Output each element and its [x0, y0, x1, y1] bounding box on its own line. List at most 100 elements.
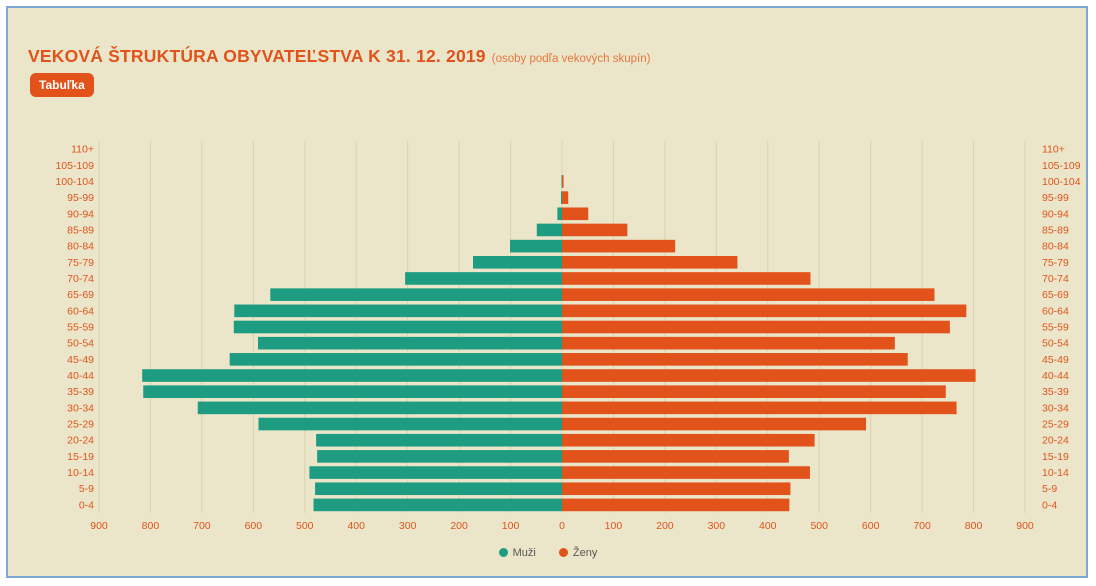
bar-men: [510, 239, 562, 253]
y-tick-label-right: 65-69: [1042, 289, 1069, 301]
y-tick-label-left: 70-74: [67, 273, 94, 285]
y-tick-label-left: 25-29: [67, 419, 94, 431]
y-tick-label-right: 45-49: [1042, 354, 1069, 366]
legend-item-women[interactable]: Ženy: [558, 547, 598, 559]
legend-label-women: Ženy: [572, 547, 598, 559]
legend-label-men: Muži: [512, 547, 536, 559]
x-tick-label: 900: [90, 520, 108, 532]
y-tick-label-left: 40-44: [67, 370, 94, 382]
bar-men: [313, 498, 562, 512]
x-tick-label: 600: [245, 520, 263, 532]
x-tick-label: 700: [913, 520, 931, 532]
y-tick-label-right: 85-89: [1042, 224, 1069, 236]
y-tick-label-right: 90-94: [1042, 208, 1069, 220]
legend-marker-women: [558, 548, 568, 557]
x-tick-label: 0: [559, 520, 565, 532]
table-button[interactable]: Tabuľka: [30, 73, 94, 97]
y-tick-label-left: 20-24: [67, 435, 94, 447]
legend-item-men[interactable]: Muži: [498, 547, 536, 559]
y-tick-label-right: 5-9: [1042, 483, 1057, 495]
y-tick-label-left: 80-84: [67, 241, 94, 253]
y-tick-label-right: 50-54: [1042, 338, 1069, 350]
bar-women: [562, 223, 628, 237]
bar-women: [562, 450, 789, 463]
bar-men: [473, 255, 562, 269]
y-tick-label-left: 110+: [71, 144, 94, 156]
x-tick-label: 100: [502, 520, 520, 532]
y-tick-label-left: 55-59: [67, 322, 94, 334]
bar-men: [317, 450, 562, 463]
bar-women: [562, 401, 957, 415]
legend-marker-men: [498, 548, 508, 557]
x-tick-label: 500: [810, 520, 828, 532]
bar-men: [536, 223, 562, 237]
y-tick-label-right: 95-99: [1042, 192, 1069, 204]
y-tick-label-right: 70-74: [1042, 273, 1069, 285]
y-tick-label-right: 60-64: [1042, 305, 1069, 317]
bar-men: [234, 304, 562, 318]
bar-women: [562, 385, 946, 399]
x-tick-label: 700: [193, 520, 211, 532]
bar-men: [316, 433, 562, 447]
x-tick-label: 200: [656, 520, 674, 532]
y-tick-label-left: 10-14: [67, 467, 94, 479]
bar-women: [562, 466, 810, 479]
bar-women: [562, 239, 676, 253]
bar-men: [557, 207, 562, 221]
y-tick-label-right: 25-29: [1042, 419, 1069, 431]
x-tick-label: 200: [450, 520, 468, 532]
bar-women: [562, 498, 790, 512]
y-tick-label-right: 75-79: [1042, 257, 1069, 269]
y-tick-label-left: 100-104: [55, 176, 94, 188]
bar-women: [562, 417, 867, 431]
x-tick-label: 300: [708, 520, 726, 532]
bar-men: [405, 272, 562, 285]
bar-women: [562, 320, 950, 334]
x-tick-label: 400: [759, 520, 777, 532]
bar-men: [309, 466, 562, 479]
y-tick-label-right: 30-34: [1042, 402, 1069, 414]
bar-women: [562, 207, 589, 221]
y-tick-label-left: 50-54: [67, 338, 94, 350]
bar-women: [562, 272, 811, 285]
y-tick-label-left: 60-64: [67, 305, 94, 317]
bar-men: [229, 353, 562, 366]
bar-men: [233, 320, 563, 334]
bar-men: [270, 288, 562, 301]
y-tick-label-right: 55-59: [1042, 322, 1069, 334]
y-tick-label-left: 90-94: [67, 208, 94, 220]
y-tick-label-right: 110+: [1042, 144, 1065, 156]
y-tick-label-right: 20-24: [1042, 435, 1069, 447]
chart-title-row: VEKOVÁ ŠTRUKTÚRA OBYVATEĽSTVA K 31. 12. …: [28, 46, 650, 67]
chart-subtitle: (osoby podľa vekových skupín): [491, 53, 651, 65]
bar-women: [562, 255, 738, 269]
y-tick-label-left: 95-99: [67, 192, 94, 204]
bar-women: [562, 336, 895, 350]
bar-women: [562, 175, 564, 188]
bar-women: [562, 369, 976, 382]
chart-legend: Muži Ženy: [0, 547, 1096, 559]
bar-men: [197, 401, 563, 415]
y-tick-label-right: 10-14: [1042, 467, 1069, 479]
y-tick-label-right: 40-44: [1042, 370, 1069, 382]
x-tick-label: 600: [862, 520, 880, 532]
y-tick-label-left: 5-9: [79, 483, 94, 495]
x-tick-label: 400: [347, 520, 365, 532]
y-tick-label-left: 65-69: [67, 289, 94, 301]
bar-women: [562, 288, 935, 301]
y-tick-label-right: 0-4: [1042, 499, 1057, 511]
y-tick-label-right: 105-109: [1042, 160, 1081, 172]
bar-men: [560, 191, 562, 204]
y-tick-label-right: 35-39: [1042, 386, 1069, 398]
bar-men: [561, 175, 562, 188]
x-tick-label: 300: [399, 520, 417, 532]
bar-men: [315, 482, 562, 496]
y-tick-label-right: 80-84: [1042, 241, 1069, 253]
chart-title: VEKOVÁ ŠTRUKTÚRA OBYVATEĽSTVA K 31. 12. …: [28, 46, 486, 66]
bar-men: [257, 336, 562, 350]
bar-women: [562, 191, 569, 204]
x-tick-label: 900: [1016, 520, 1034, 532]
bar-men: [258, 417, 562, 431]
y-tick-label-left: 45-49: [67, 354, 94, 366]
